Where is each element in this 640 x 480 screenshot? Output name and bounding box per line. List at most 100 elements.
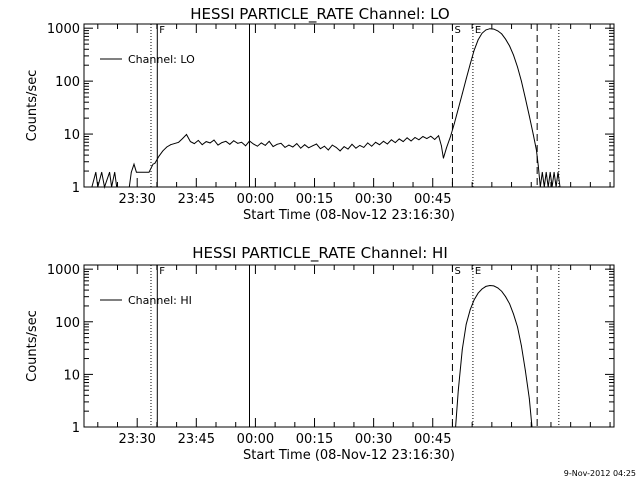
data-point xyxy=(461,348,463,350)
data-point xyxy=(327,149,329,151)
y-tick-label: 10 xyxy=(63,368,80,383)
chart-title: HESSI PARTICLE_RATE Channel: LO xyxy=(190,5,449,24)
data-point xyxy=(300,147,302,149)
data-point xyxy=(292,146,294,148)
data-point xyxy=(253,143,254,145)
data-point xyxy=(469,309,471,311)
data-point xyxy=(485,286,487,287)
data-point xyxy=(130,171,132,173)
data-point xyxy=(434,139,436,140)
y-tick-label: 1000 xyxy=(47,263,80,278)
y-tick-label: 10 xyxy=(63,128,80,143)
data-point xyxy=(517,326,518,328)
data-point xyxy=(531,426,533,428)
data-point xyxy=(513,54,514,56)
data-point xyxy=(272,146,274,147)
data-point xyxy=(501,33,503,35)
event-marker-label: E xyxy=(475,25,481,36)
data-point xyxy=(276,143,278,145)
data-point xyxy=(256,145,258,147)
data-point xyxy=(535,149,537,151)
data-point xyxy=(465,323,467,325)
data-point xyxy=(308,147,310,149)
data-point xyxy=(249,140,250,142)
data-point xyxy=(182,138,183,140)
y-tick-label: 100 xyxy=(55,316,80,331)
data-point xyxy=(410,140,412,142)
event-marker-label: F xyxy=(159,266,165,277)
data-point xyxy=(551,186,553,188)
x-tick-label: 23:45 xyxy=(178,192,215,207)
data-point xyxy=(513,313,514,315)
data-point xyxy=(520,345,522,347)
data-point xyxy=(166,146,168,148)
data-point xyxy=(133,163,135,165)
y-tick-label: 1 xyxy=(72,421,80,436)
data-point xyxy=(549,171,551,173)
y-tick-label: 100 xyxy=(55,75,80,90)
data-point xyxy=(379,144,380,146)
data-point xyxy=(557,171,559,173)
data-point xyxy=(355,147,357,149)
data-point xyxy=(383,140,384,142)
data-point xyxy=(221,142,223,143)
data-point xyxy=(101,171,103,173)
data-point xyxy=(402,141,404,143)
data-point xyxy=(455,426,456,428)
data-point xyxy=(241,141,243,143)
x-tick-label: 00:00 xyxy=(237,192,274,207)
data-point xyxy=(528,115,530,117)
data-point xyxy=(335,146,337,148)
data-point xyxy=(543,186,545,188)
data-point xyxy=(304,144,306,146)
event-marker-label: S xyxy=(454,25,460,36)
data-point xyxy=(111,186,112,188)
event-marker-label: S xyxy=(454,266,460,277)
data-point xyxy=(316,143,317,145)
data-point xyxy=(347,148,349,150)
data-point xyxy=(485,29,487,31)
data-point xyxy=(528,397,530,399)
data-point xyxy=(398,138,400,140)
data-point xyxy=(524,369,526,371)
data-point xyxy=(387,143,388,145)
data-point xyxy=(209,142,211,144)
data-point xyxy=(422,136,424,137)
data-point xyxy=(450,136,451,137)
data-point xyxy=(178,141,179,143)
data-point xyxy=(505,296,507,298)
x-tick-label: 00:30 xyxy=(355,192,392,207)
data-point xyxy=(406,137,408,139)
data-point xyxy=(501,290,503,292)
data-point xyxy=(532,133,534,135)
data-point xyxy=(91,186,93,188)
data-point xyxy=(339,150,341,152)
data-point xyxy=(268,140,270,142)
data-point xyxy=(136,171,137,173)
data-point xyxy=(296,143,298,145)
x-tick-label: 23:30 xyxy=(118,432,155,447)
data-point xyxy=(497,30,499,32)
x-tick-label: 00:15 xyxy=(296,192,333,207)
data-point xyxy=(375,141,376,143)
data-point xyxy=(473,299,475,301)
x-tick-label: 00:45 xyxy=(414,192,451,207)
data-point xyxy=(363,146,365,148)
data-point xyxy=(213,139,215,141)
x-tick-label: 23:45 xyxy=(178,432,215,447)
data-point xyxy=(481,288,483,290)
date-stamp: 9-Nov-2012 04:25 xyxy=(564,469,636,478)
data-point xyxy=(225,140,227,142)
data-point xyxy=(158,155,160,157)
data-point xyxy=(367,142,369,144)
data-point xyxy=(477,292,479,294)
data-point xyxy=(489,285,491,286)
data-point xyxy=(264,145,266,146)
data-point xyxy=(280,142,282,144)
panel-hi: HESSI PARTICLE_RATE Channel: HI 1 10 100 100… xyxy=(25,244,615,463)
data-point xyxy=(457,108,459,110)
data-point xyxy=(547,186,549,188)
data-point xyxy=(288,144,290,146)
data-point xyxy=(438,135,440,137)
